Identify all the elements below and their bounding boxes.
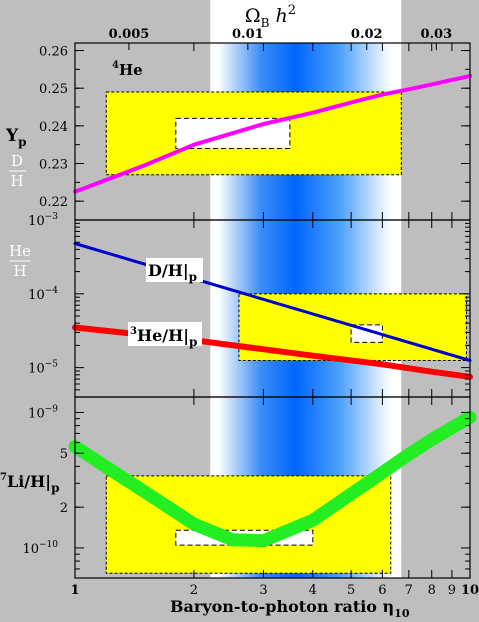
- xtick-label-6: 7: [405, 583, 413, 598]
- curve-helium-4-0: [73, 74, 472, 194]
- ytick-label-helium-4-3: 0.25: [39, 82, 68, 97]
- x-axis-title: Baryon-to-photon ratio η10: [170, 597, 410, 620]
- he-over-h-label-num: He: [9, 242, 31, 260]
- xtick-label-3: 4: [309, 583, 317, 598]
- helium-4-annotation: 4He: [112, 60, 143, 79]
- panel-frames: [74, 42, 471, 579]
- xtick-label-9: 10: [461, 583, 479, 598]
- ytick-label-deuterium-helium-3-2: 10−5: [28, 360, 58, 377]
- top-tick-label-1: 0.01: [232, 27, 264, 42]
- ytick-label-helium-4-0: 0.22: [39, 195, 68, 210]
- yp-axis-label: Yp: [5, 126, 27, 149]
- xtick-label-8: 9: [448, 583, 456, 598]
- curve-deuterium-helium-3-0: [73, 242, 472, 362]
- ytick-label-lithium-7-2: 2: [60, 501, 68, 516]
- he-over-h-label-den: H: [13, 262, 26, 280]
- ytick-label-helium-4-4: 0.26: [39, 45, 68, 60]
- ytick-label-lithium-7-0: 10−9: [28, 404, 58, 421]
- ytick-label-deuterium-helium-3-1: 10−4: [28, 286, 58, 303]
- dh-label-bg: [146, 258, 203, 282]
- xtick-label-5: 6: [378, 583, 386, 598]
- he3-label-bg: [128, 322, 202, 346]
- d-over-h-label-den: H: [10, 172, 23, 190]
- axes: 0.220.230.240.250.2610−310−410−510−95210…: [22, 27, 479, 598]
- ytick-label-helium-4-2: 0.24: [39, 120, 68, 135]
- dh-series-label: D/H|p: [148, 261, 197, 284]
- xtick-label-7: 8: [428, 583, 436, 598]
- ytick-label-helium-4-1: 0.23: [39, 158, 68, 173]
- he3-series-label: 3He/H|p: [130, 326, 197, 349]
- xtick-label-0: 1: [70, 583, 79, 598]
- top-tick-label-2: 0.02: [351, 27, 383, 42]
- top-tick-label-0: 0.005: [109, 27, 150, 42]
- frame-lithium-7: [74, 396, 471, 579]
- ytick-label-deuterium-helium-3-0: 10−3: [28, 212, 58, 229]
- top-tick-label-3: 0.03: [420, 27, 452, 42]
- li7-axis-label: 7Li/H|p: [0, 472, 59, 495]
- ytick-label-lithium-7-1: 5: [60, 447, 68, 462]
- xtick-label-4: 5: [347, 583, 355, 598]
- ytick-label-lithium-7-3: 10−10: [22, 540, 58, 557]
- top-axis-title: ΩB h2: [245, 3, 296, 30]
- xtick-label-1: 2: [190, 583, 198, 598]
- d-over-h-label-num: D: [11, 152, 23, 170]
- xtick-label-2: 3: [259, 583, 267, 598]
- curve-lithium-7-0: [68, 410, 477, 548]
